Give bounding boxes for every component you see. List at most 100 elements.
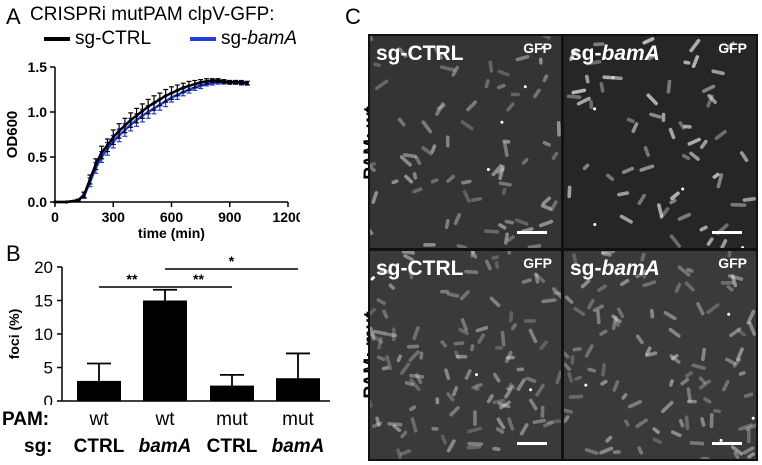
cell bbox=[370, 326, 376, 341]
cell bbox=[403, 153, 417, 159]
cell bbox=[467, 441, 484, 446]
cell bbox=[486, 394, 494, 404]
cell bbox=[683, 60, 691, 65]
data-point bbox=[82, 193, 86, 197]
cell bbox=[409, 405, 417, 412]
cell bbox=[611, 315, 618, 331]
cell bbox=[473, 410, 477, 426]
data-point bbox=[134, 114, 139, 118]
cell bbox=[743, 392, 754, 398]
cell bbox=[626, 117, 635, 124]
cell bbox=[419, 351, 424, 360]
cell bbox=[574, 375, 583, 381]
cell bbox=[663, 311, 677, 321]
cell bbox=[564, 408, 574, 414]
growth-curve-chart: 0.0 0.5 1.0 1.5 0 300 600 900 1200 time (min) OD60… bbox=[4, 59, 300, 241]
focus-spot bbox=[500, 120, 504, 124]
cell bbox=[492, 398, 506, 405]
y-tick-label: 0 bbox=[44, 392, 53, 405]
cell bbox=[496, 167, 505, 175]
tile-gfp-label: GFP bbox=[523, 255, 552, 271]
significance-label: ** bbox=[127, 271, 138, 287]
data-point bbox=[193, 82, 197, 86]
cell bbox=[446, 292, 460, 298]
cell bbox=[600, 379, 608, 386]
cell bbox=[387, 332, 398, 338]
cell bbox=[498, 223, 507, 230]
cell bbox=[510, 92, 520, 97]
cell bbox=[370, 308, 376, 318]
x-tick-label: 0 bbox=[51, 209, 59, 225]
cell bbox=[540, 36, 551, 40]
cell bbox=[431, 426, 439, 431]
cell bbox=[686, 387, 692, 403]
cell bbox=[408, 350, 420, 362]
cell bbox=[406, 344, 420, 349]
cell bbox=[720, 280, 735, 285]
data-point bbox=[105, 143, 110, 147]
y-tick-label: 20 bbox=[34, 258, 53, 277]
cell bbox=[468, 251, 478, 259]
cell bbox=[535, 383, 545, 397]
significance-label: * bbox=[229, 255, 235, 269]
cell bbox=[652, 427, 660, 434]
cell bbox=[471, 385, 480, 391]
cell bbox=[421, 120, 433, 134]
cell bbox=[730, 202, 747, 207]
cell bbox=[533, 88, 541, 99]
cell bbox=[376, 355, 386, 362]
micro-tile-mut-bama: sg-bamA GFP bbox=[564, 251, 756, 459]
bar bbox=[210, 385, 254, 401]
cell bbox=[392, 424, 402, 433]
cell bbox=[703, 397, 712, 404]
cell bbox=[377, 336, 383, 350]
cell bbox=[504, 219, 514, 225]
cell bbox=[645, 346, 652, 356]
cell bbox=[404, 381, 415, 387]
cell bbox=[684, 281, 695, 292]
cell bbox=[605, 435, 613, 443]
cell bbox=[510, 323, 518, 331]
cell bbox=[707, 93, 718, 105]
cell bbox=[668, 379, 674, 387]
cell bbox=[635, 269, 647, 279]
cell bbox=[433, 46, 443, 60]
bar bbox=[276, 378, 320, 401]
cell bbox=[430, 178, 439, 184]
tile-label: sg-CTRL bbox=[376, 42, 464, 65]
cell bbox=[552, 291, 561, 296]
cell bbox=[499, 400, 511, 410]
cell bbox=[470, 251, 475, 258]
cell bbox=[580, 279, 591, 289]
cell bbox=[721, 379, 730, 392]
cell bbox=[519, 423, 529, 436]
cell bbox=[642, 37, 655, 45]
sg-value-4: bamA bbox=[271, 436, 325, 457]
cell bbox=[709, 413, 714, 429]
data-point bbox=[94, 162, 98, 166]
cell bbox=[566, 94, 582, 100]
cell bbox=[400, 362, 411, 375]
cell bbox=[742, 446, 755, 455]
cell bbox=[489, 296, 501, 308]
cell bbox=[711, 69, 725, 76]
cell bbox=[491, 255, 500, 260]
cell bbox=[421, 146, 433, 156]
cell bbox=[399, 449, 412, 456]
cell bbox=[400, 430, 408, 439]
cell bbox=[387, 422, 403, 427]
cell bbox=[455, 354, 468, 359]
cell bbox=[706, 94, 714, 108]
cell bbox=[739, 151, 749, 163]
data-point bbox=[233, 80, 238, 84]
data-point bbox=[169, 91, 174, 95]
cell bbox=[396, 354, 403, 363]
cell bbox=[647, 53, 657, 61]
cell bbox=[669, 354, 681, 364]
cell bbox=[464, 369, 472, 380]
sg-value-1: CTRL bbox=[73, 436, 125, 457]
cell bbox=[396, 448, 403, 459]
cell bbox=[501, 187, 507, 196]
cell bbox=[684, 371, 693, 378]
